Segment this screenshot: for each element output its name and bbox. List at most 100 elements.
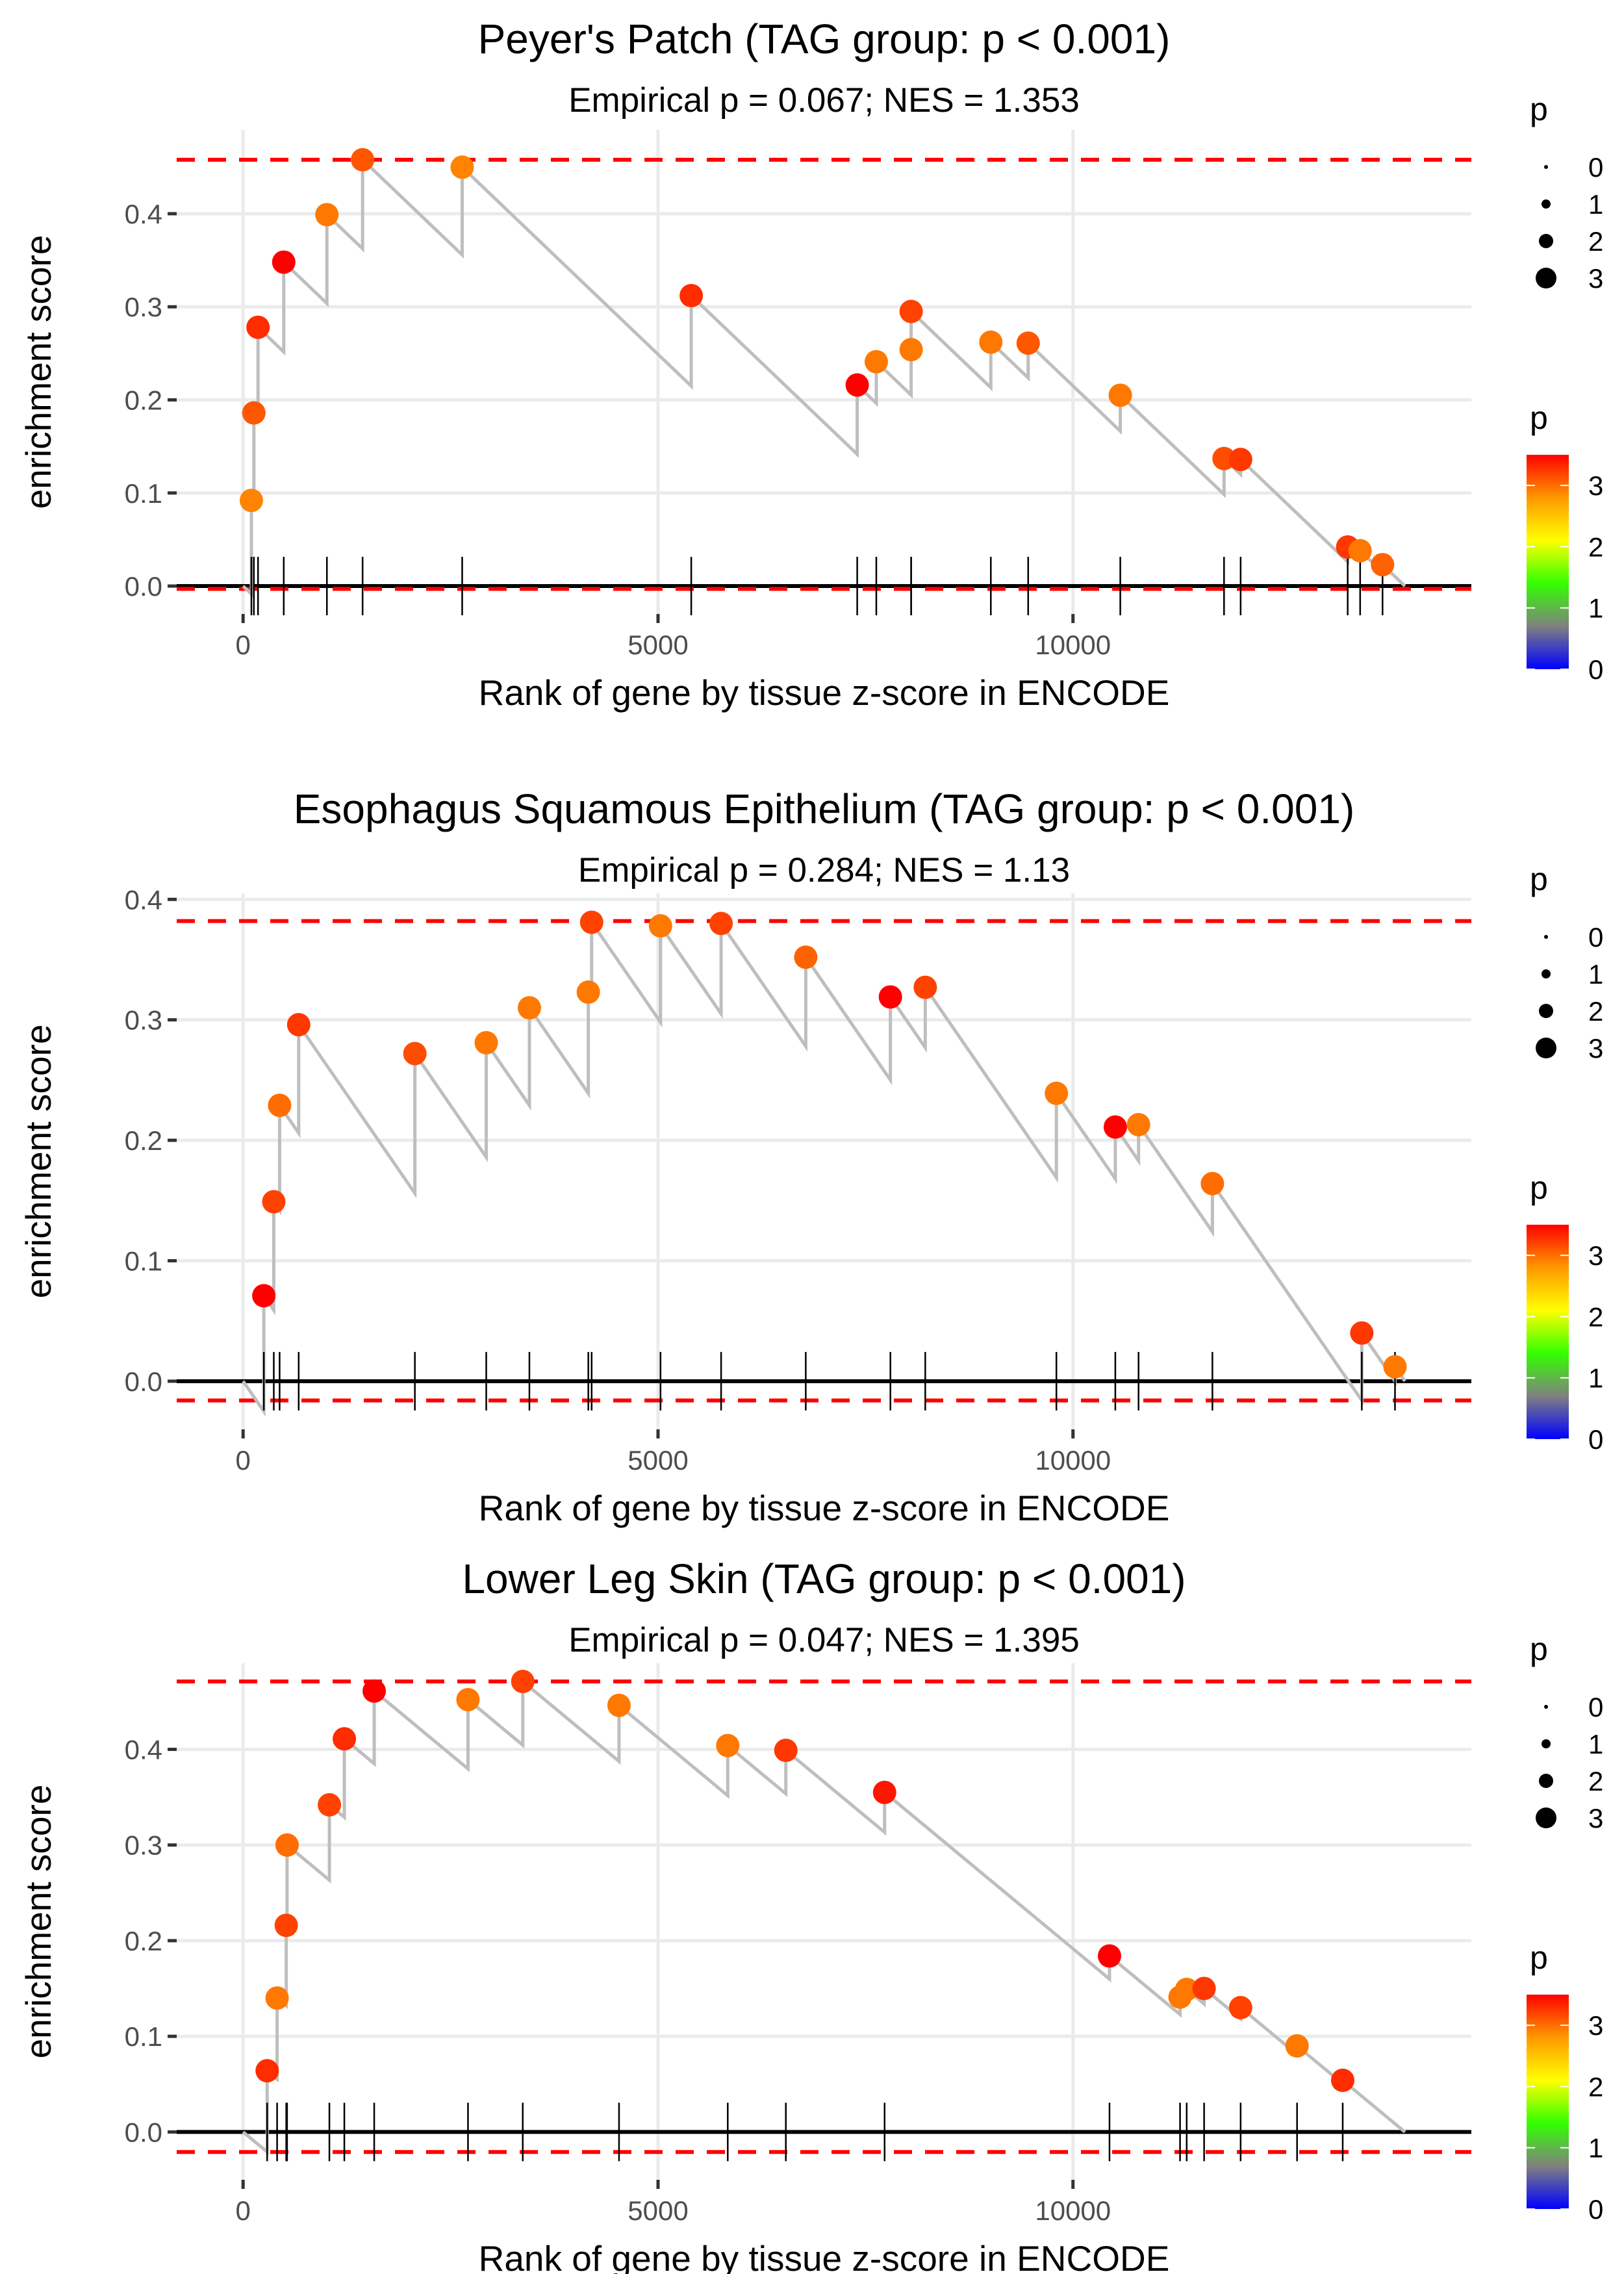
gene-hit-point xyxy=(252,1284,276,1308)
gene-hit-point xyxy=(262,1190,286,1214)
color-legend-label: 2 xyxy=(1588,531,1603,562)
ytick-label: 0.1 xyxy=(125,1246,162,1276)
xtick-label: 5000 xyxy=(628,2195,688,2226)
gene-hit-point xyxy=(450,155,474,179)
gene-hit-point xyxy=(255,2059,279,2083)
gene-hit-point xyxy=(1016,331,1040,355)
ytick-label: 0.4 xyxy=(125,884,162,915)
gene-hit-point xyxy=(274,1913,298,1937)
size-legend-dot xyxy=(1536,1808,1556,1828)
color-legend-label: 0 xyxy=(1588,654,1603,685)
gene-hit-point xyxy=(1348,539,1372,563)
x-axis-title: Rank of gene by tissue z-score in ENCODE xyxy=(479,672,1170,713)
size-legend-label: 1 xyxy=(1588,959,1603,990)
gene-hit-point xyxy=(1174,1978,1199,2002)
gene-hit-point xyxy=(679,284,704,308)
size-legend-label: 1 xyxy=(1588,189,1603,220)
size-legend-label: 2 xyxy=(1588,226,1603,257)
chart-subtitle: Empirical p = 0.067; NES = 1.353 xyxy=(568,81,1080,120)
size-legend-title: p xyxy=(1530,91,1548,127)
size-legend-dot xyxy=(1536,1038,1556,1058)
chart-subtitle: Empirical p = 0.284; NES = 1.13 xyxy=(578,851,1070,889)
gene-hit-point xyxy=(511,1669,535,1693)
gene-hit-point xyxy=(878,985,902,1009)
panel-2: Esophagus Squamous Epithelium (TAG group… xyxy=(18,786,1603,1528)
size-legend-dot xyxy=(1542,1739,1551,1748)
xtick-label: 10000 xyxy=(1035,2195,1111,2226)
gene-hit-point xyxy=(242,401,266,425)
gene-hit-point xyxy=(268,1093,292,1118)
running-sum-line xyxy=(242,917,1406,1417)
size-legend-label: 0 xyxy=(1588,152,1603,183)
xtick-label: 10000 xyxy=(1035,630,1111,660)
chart-subtitle: Empirical p = 0.047; NES = 1.395 xyxy=(568,1621,1080,1659)
size-legend-label: 3 xyxy=(1588,1033,1603,1064)
color-legend-bar xyxy=(1527,1225,1569,1439)
size-legend-label: 3 xyxy=(1588,263,1603,294)
gene-hit-point xyxy=(315,203,339,227)
size-legend-dot xyxy=(1536,268,1556,288)
gene-hit-point xyxy=(1371,553,1395,577)
ytick-label: 0.3 xyxy=(125,292,162,322)
color-legend-label: 2 xyxy=(1588,2071,1603,2102)
color-legend-label: 0 xyxy=(1588,2194,1603,2225)
gene-hit-point xyxy=(1192,1976,1216,2000)
gene-hit-point xyxy=(286,1013,311,1037)
size-legend-title: p xyxy=(1530,861,1548,897)
gene-hit-point xyxy=(272,250,296,274)
running-sum-line xyxy=(242,156,1406,598)
color-legend-label: 3 xyxy=(1588,1240,1603,1271)
ytick-label: 0.2 xyxy=(125,385,162,415)
gene-hit-point xyxy=(774,1738,798,1762)
gene-hit-point xyxy=(1383,1355,1407,1379)
gene-hit-point xyxy=(1228,1996,1252,2019)
gene-hit-point xyxy=(403,1041,427,1066)
ytick-label: 0.4 xyxy=(125,1735,162,1765)
gene-hit-point xyxy=(716,1733,740,1757)
color-legend-label: 1 xyxy=(1588,1363,1603,1394)
gene-hit-point xyxy=(576,980,600,1004)
gene-hit-point xyxy=(864,350,888,374)
color-legend-label: 3 xyxy=(1588,2010,1603,2041)
ytick-label: 0.3 xyxy=(125,1830,162,1861)
gene-hit-point xyxy=(474,1030,498,1054)
color-legend-label: 3 xyxy=(1588,470,1603,501)
color-legend-title: p xyxy=(1530,1939,1548,1976)
gene-hit-point xyxy=(872,1780,896,1804)
ytick-label: 0.4 xyxy=(125,199,162,229)
gene-hit-point xyxy=(456,1687,480,1711)
gene-hit-point xyxy=(607,1693,631,1717)
gene-hit-point xyxy=(1350,1321,1374,1345)
size-legend-dot xyxy=(1542,199,1551,209)
color-legend-label: 1 xyxy=(1588,2133,1603,2164)
size-legend-label: 3 xyxy=(1588,1803,1603,1833)
gene-hit-point xyxy=(246,315,270,339)
ytick-label: 0.2 xyxy=(125,1926,162,1956)
xtick-label: 5000 xyxy=(628,1445,688,1476)
gene-hit-point xyxy=(1330,2068,1354,2092)
gene-hit-point xyxy=(979,330,1003,354)
chart-title: Esophagus Squamous Epithelium (TAG group… xyxy=(294,786,1355,832)
color-legend-title: p xyxy=(1530,1169,1548,1206)
gene-hit-point xyxy=(1200,1171,1224,1195)
gene-hit-point xyxy=(1097,1944,1121,1968)
gene-hit-point xyxy=(1045,1081,1069,1105)
gene-hit-point xyxy=(1285,2034,1309,2058)
ytick-label: 0.0 xyxy=(125,2117,162,2147)
color-legend-bar xyxy=(1527,455,1569,669)
size-legend-label: 1 xyxy=(1588,1729,1603,1759)
gene-hit-point xyxy=(265,1986,289,2010)
ytick-label: 0.2 xyxy=(125,1125,162,1156)
xtick-label: 10000 xyxy=(1035,1445,1111,1476)
gene-hit-point xyxy=(275,1833,299,1857)
xtick-label: 0 xyxy=(236,2195,251,2226)
ytick-label: 0.1 xyxy=(125,478,162,509)
ytick-label: 0.1 xyxy=(125,2021,162,2052)
color-legend-title: p xyxy=(1530,400,1548,436)
size-legend-dot xyxy=(1539,1004,1553,1018)
gene-hit-point xyxy=(1103,1115,1127,1139)
x-axis-title: Rank of gene by tissue z-score in ENCODE xyxy=(479,1488,1170,1528)
color-legend-bar xyxy=(1527,1995,1569,2209)
xtick-label: 0 xyxy=(236,630,251,660)
